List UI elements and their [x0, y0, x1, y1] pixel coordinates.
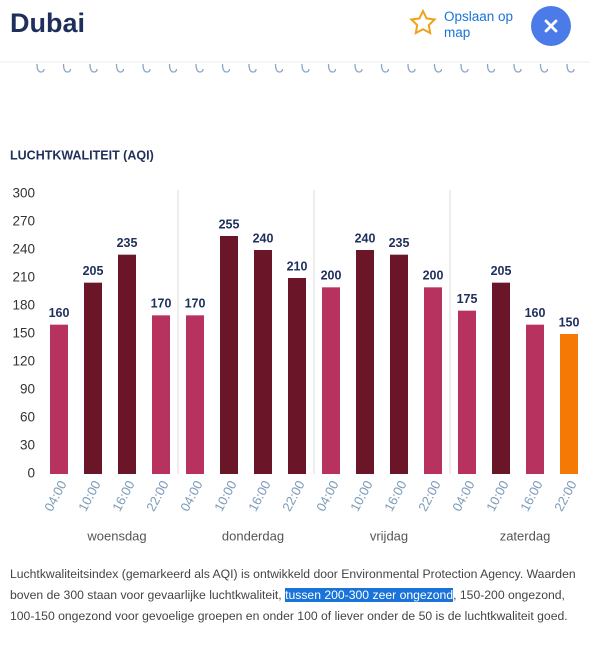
bar — [458, 310, 476, 474]
wind-icon — [115, 63, 125, 73]
bar — [356, 250, 374, 474]
y-tick-label: 180 — [12, 298, 35, 313]
wind-icon — [301, 63, 310, 73]
value-label: 235 — [117, 236, 138, 250]
wind-icon — [460, 63, 469, 73]
x-tick-label: 10:00 — [211, 478, 240, 514]
footer-part: , 150-200 ongezond, 100-150 ongezond voo… — [10, 588, 568, 623]
bar — [254, 250, 272, 474]
wind-icon — [354, 63, 363, 73]
value-label: 205 — [83, 264, 104, 278]
value-label: 240 — [355, 231, 376, 245]
day-label: zaterdag — [500, 528, 551, 543]
day-label: donderdag — [222, 528, 284, 543]
bar — [118, 254, 136, 474]
bar — [288, 278, 306, 474]
y-tick-label: 0 — [27, 466, 35, 481]
close-icon — [544, 19, 558, 33]
x-tick-label: 16:00 — [517, 478, 546, 514]
bar — [424, 287, 442, 474]
y-tick-label: 120 — [12, 354, 35, 369]
wind-icon — [274, 63, 284, 73]
wind-icon — [433, 63, 443, 73]
wind-icon — [248, 63, 257, 73]
value-label: 235 — [389, 236, 410, 250]
wind-icon — [513, 63, 522, 73]
day-label: woensdag — [86, 528, 146, 543]
x-tick-label: 10:00 — [347, 478, 376, 514]
wind-icon — [566, 63, 575, 73]
y-tick-label: 90 — [20, 382, 35, 397]
wind-icon — [195, 63, 204, 73]
chart: Dubai Opslaan op map LUCHTKWALITEIT (AQI… — [0, 6, 590, 543]
value-label: 160 — [525, 306, 546, 320]
x-tick-label: 04:00 — [313, 478, 342, 514]
y-tick-label: 30 — [20, 438, 35, 453]
bar — [560, 334, 578, 474]
bar — [492, 282, 510, 474]
value-label: 150 — [559, 315, 580, 329]
x-tick-label: 10:00 — [483, 478, 512, 514]
wind-icon — [486, 63, 496, 73]
x-tick-label: 04:00 — [41, 478, 70, 514]
bar — [220, 236, 238, 474]
x-tick-label: 22:00 — [415, 478, 444, 514]
wind-icon — [36, 63, 45, 73]
bar — [390, 254, 408, 474]
value-label: 200 — [321, 269, 342, 283]
x-tick-label: 22:00 — [279, 478, 308, 514]
footer-highlight: tussen 200-300 zeer ongezond — [285, 588, 454, 602]
x-tick-label: 22:00 — [551, 478, 580, 514]
save-label[interactable]: Opslaan op map — [444, 9, 514, 40]
x-tick-label: 04:00 — [177, 478, 206, 514]
wind-icon — [380, 63, 390, 73]
x-tick-label: 16:00 — [381, 478, 410, 514]
y-tick-label: 60 — [20, 410, 35, 425]
city-title: Dubai — [10, 8, 85, 38]
x-tick-label: 16:00 — [109, 478, 138, 514]
y-tick-label: 240 — [12, 242, 35, 257]
star-icon[interactable] — [409, 8, 437, 35]
value-label: 160 — [49, 306, 70, 320]
y-tick-label: 300 — [12, 186, 35, 201]
value-label: 205 — [491, 264, 512, 278]
bar — [152, 315, 170, 474]
y-tick-label: 210 — [12, 270, 35, 285]
wind-row — [0, 61, 590, 73]
wind-icon — [221, 63, 231, 73]
bar — [84, 282, 102, 474]
bar — [186, 315, 204, 474]
bar — [322, 287, 340, 474]
bar — [50, 324, 68, 474]
value-label: 210 — [287, 259, 308, 273]
wind-icon — [407, 63, 416, 73]
value-label: 240 — [253, 231, 274, 245]
x-tick-label: 16:00 — [245, 478, 274, 514]
x-tick-label: 10:00 — [75, 478, 104, 514]
value-label: 170 — [185, 297, 206, 311]
x-tick-label: 04:00 — [449, 478, 478, 514]
footer-text: Luchtkwaliteitsindex (gemarkeerd als AQI… — [10, 564, 580, 627]
y-tick-label: 270 — [12, 214, 35, 229]
footer-part: Luchtkwaliteitsindex (gemarkeerd als AQI… — [10, 567, 576, 602]
save-button[interactable]: Opslaan op map — [444, 9, 529, 45]
wind-icon — [89, 63, 98, 73]
wind-icon — [62, 63, 72, 73]
x-tick-label: 22:00 — [143, 478, 172, 514]
chart-title: LUCHTKWALITEIT (AQI) — [10, 148, 154, 162]
wind-icon — [327, 63, 337, 73]
value-label: 200 — [423, 269, 444, 283]
value-label: 175 — [457, 292, 478, 306]
value-label: 255 — [219, 217, 240, 231]
y-tick-label: 150 — [12, 326, 35, 341]
value-label: 170 — [151, 297, 172, 311]
wind-icon — [539, 63, 549, 73]
wind-icon — [168, 63, 178, 73]
wind-icon — [142, 63, 151, 73]
bar — [526, 324, 544, 474]
day-label: vrijdag — [370, 528, 408, 543]
